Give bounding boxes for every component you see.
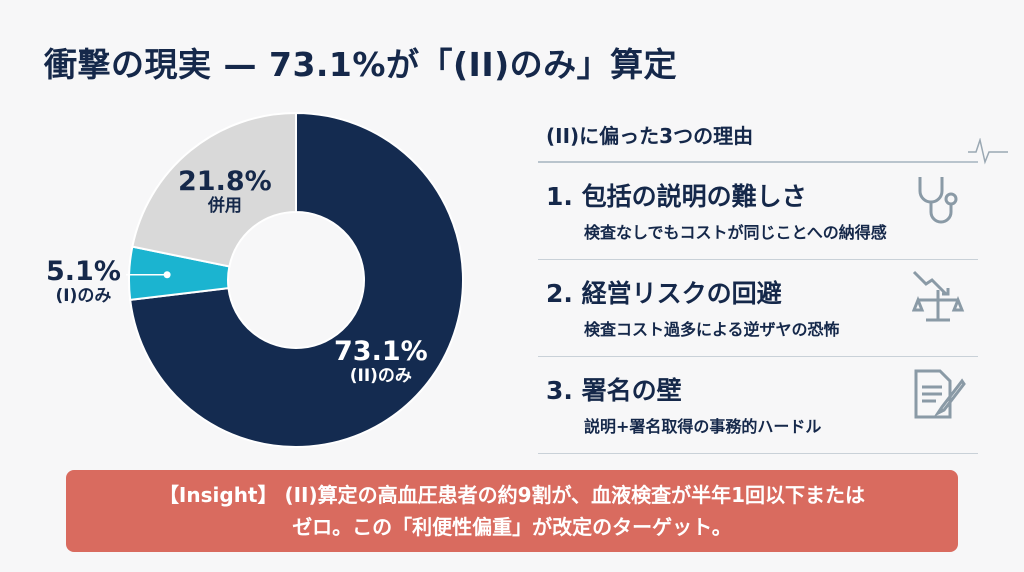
slide-title: 衝撃の現実 — 73.1%が「(II)のみ」算定: [44, 45, 678, 84]
heartbeat-icon: [968, 138, 1008, 165]
data-label-value: 5.1%: [46, 256, 121, 287]
reason-title: 2. 経営リスクの回避: [546, 279, 782, 308]
donut-slice: [129, 111, 464, 448]
label-type2: 73.1% (II)のみ: [334, 336, 428, 387]
reason-subtitle: 説明+署名取得の事務的ハードル: [584, 417, 822, 436]
document-pen-icon: [914, 369, 966, 419]
reason-title: 3. 署名の壁: [546, 376, 682, 405]
donut-slice: [131, 111, 297, 268]
insight-line-1: 【Insight】 (II)算定の高血圧患者の約9割が、血液検査が半年1回以下ま…: [158, 483, 866, 507]
label-type1: 5.1% (I)のみ: [46, 256, 121, 307]
scale-down-arrow-icon: [912, 270, 965, 322]
stethoscope-icon: [918, 177, 958, 224]
reasons-panel: (II)に偏った3つの理由 1. 包括の説明の難しさ 検査なしでもコストが同じこ…: [538, 110, 978, 454]
leader-dot: [163, 271, 171, 279]
insight-banner: 【Insight】 (II)算定の高血圧患者の約9割が、血液検査が半年1回以下ま…: [66, 470, 958, 552]
reason-subtitle: 検査コスト過多による逆ザヤの恐怖: [584, 320, 840, 339]
reason-item: 2. 経営リスクの回避 検査コスト過多による逆ザヤの恐怖: [538, 260, 978, 357]
data-label-category: (I)のみ: [55, 286, 112, 307]
data-label-category: 併用: [207, 196, 242, 217]
donut-chart: [126, 111, 464, 448]
reason-subtitle: 検査なしでもコストが同じことへの納得感: [584, 223, 887, 242]
reason-title: 1. 包括の説明の難しさ: [546, 182, 807, 211]
reason-item: 3. 署名の壁 説明+署名取得の事務的ハードル: [538, 357, 978, 454]
insight-line-2: ゼロ。この「利便性偏重」が改定のターゲット。: [292, 515, 732, 539]
label-combined: 21.8% 併用: [178, 166, 272, 217]
data-label-value: 73.1%: [334, 336, 428, 367]
reasons-heading: (II)に偏った3つの理由: [538, 110, 978, 163]
data-label-category: (II)のみ: [349, 366, 412, 387]
data-label-value: 21.8%: [178, 166, 272, 197]
reason-item: 1. 包括の説明の難しさ 検査なしでもコストが同じことへの納得感: [538, 163, 978, 260]
